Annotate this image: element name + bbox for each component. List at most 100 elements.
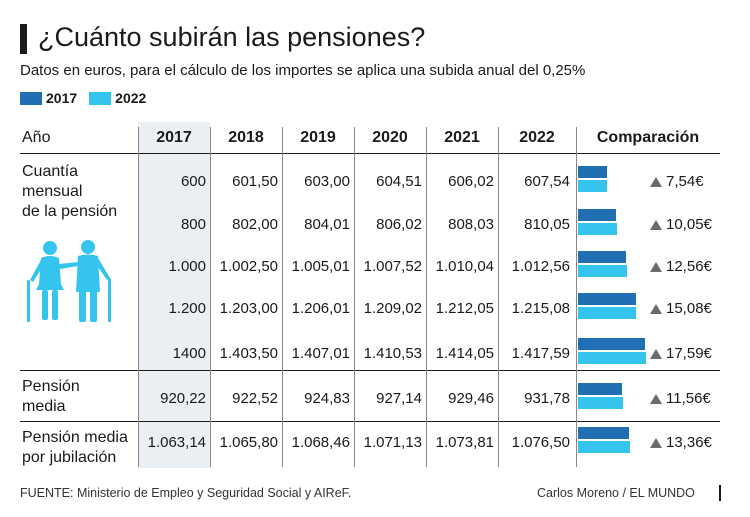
bar-2017 xyxy=(578,166,607,178)
delta-label: 13,36€ xyxy=(666,434,712,451)
bar-2017 xyxy=(578,251,626,263)
bar-2022 xyxy=(578,307,637,319)
bar-2017 xyxy=(578,293,636,305)
header-divider xyxy=(20,153,720,154)
bar-2022 xyxy=(578,352,646,364)
delta-value: 11,56€ xyxy=(650,388,711,410)
group-divider-1 xyxy=(20,370,720,371)
legend-label-2017: 2017 xyxy=(46,90,78,106)
table-cell: 924,83 xyxy=(304,390,350,407)
table-cell: 1.005,01 xyxy=(291,258,350,275)
table-cell: 600 xyxy=(180,173,206,190)
delta-label: 10,05€ xyxy=(666,216,712,233)
legend-item-2017: 2017 xyxy=(20,90,77,106)
table-cell: 810,05 xyxy=(524,216,570,233)
delta-value: 17,59€ xyxy=(650,343,712,365)
page-title: ¿Cuánto subirán las pensiones? xyxy=(38,22,426,52)
table-cell: 604,51 xyxy=(376,173,422,190)
table-cell: 804,01 xyxy=(304,216,350,233)
table-cell: 1.071,13 xyxy=(363,434,422,451)
table-cell: 1.068,46 xyxy=(291,434,350,451)
up-triangle-icon xyxy=(650,394,662,404)
delta-label: 11,56€ xyxy=(666,390,711,407)
page-subtitle: Datos en euros, para el cálculo de los i… xyxy=(20,62,586,79)
delta-label: 17,59€ xyxy=(666,345,712,362)
table-cell: 1.063,14 xyxy=(147,434,206,451)
year-header-2017: 2017 xyxy=(156,129,192,146)
table-cell: 1.002,50 xyxy=(219,258,278,275)
up-triangle-icon xyxy=(650,349,662,359)
table-cell: 920,22 xyxy=(160,390,206,407)
table-cell: 1.403,50 xyxy=(219,345,278,362)
column-divider xyxy=(426,127,427,467)
table-cell: 1400 xyxy=(172,345,206,362)
table-cell: 601,50 xyxy=(232,173,278,190)
delta-label: 15,08€ xyxy=(666,300,712,317)
credit-note: Carlos Moreno / EL MUNDO xyxy=(537,486,695,500)
table-cell: 808,03 xyxy=(448,216,494,233)
legend-swatch-2017 xyxy=(20,91,42,105)
year-header-2020: 2020 xyxy=(372,129,408,146)
comparison-header: Comparación xyxy=(596,129,700,146)
table-cell: 931,78 xyxy=(524,390,570,407)
bar-2022 xyxy=(578,441,630,453)
group-label-cuantia: Cuantía mensual de la pensión xyxy=(22,163,118,220)
table-cell: 607,54 xyxy=(524,173,570,190)
bar-2022 xyxy=(578,223,617,235)
bar-2017 xyxy=(578,427,629,439)
delta-value: 15,08€ xyxy=(650,298,712,320)
column-divider xyxy=(576,127,577,467)
table-cell: 1.076,50 xyxy=(511,434,570,451)
delta-label: 12,56€ xyxy=(666,258,712,275)
up-triangle-icon xyxy=(650,220,662,230)
table-cell: 1.200 xyxy=(168,300,206,317)
table-cell: 1.212,05 xyxy=(435,300,494,317)
table-cell: 1.417,59 xyxy=(511,345,570,362)
elderly-couple-icon xyxy=(27,240,111,322)
table-cell: 1.215,08 xyxy=(511,300,570,317)
delta-value: 12,56€ xyxy=(650,256,712,278)
up-triangle-icon xyxy=(650,177,662,187)
delta-label: 7,54€ xyxy=(666,173,704,190)
table-cell: 1.414,05 xyxy=(435,345,494,362)
table-cell: 1.206,01 xyxy=(291,300,350,317)
table-cell: 929,46 xyxy=(448,390,494,407)
table-cell: 800 xyxy=(180,216,206,233)
bar-2017 xyxy=(578,209,617,221)
row-header-label: Año xyxy=(22,129,51,146)
table-cell: 1.073,81 xyxy=(435,434,494,451)
group-label-jubilacion: Pensión media por jubilación xyxy=(22,429,128,466)
group-label-pension-media: Pensión media xyxy=(22,378,80,415)
table-cell: 1.007,52 xyxy=(363,258,422,275)
table-cell: 1.410,53 xyxy=(363,345,422,362)
credit-accent-bar xyxy=(719,485,721,501)
up-triangle-icon xyxy=(650,438,662,448)
bar-2017 xyxy=(578,338,646,350)
year-header-2021: 2021 xyxy=(444,129,480,146)
bar-2017 xyxy=(578,383,623,395)
source-note: FUENTE: Ministerio de Empleo y Seguridad… xyxy=(20,486,352,500)
column-divider xyxy=(354,127,355,467)
highlight-column-2017 xyxy=(138,122,210,468)
delta-value: 7,54€ xyxy=(650,171,704,193)
up-triangle-icon xyxy=(650,304,662,314)
legend: 2017 2022 xyxy=(20,89,158,107)
table-cell: 927,14 xyxy=(376,390,422,407)
table-cell: 1.010,04 xyxy=(435,258,494,275)
bar-2022 xyxy=(578,180,608,192)
table-cell: 603,00 xyxy=(304,173,350,190)
table-cell: 922,52 xyxy=(232,390,278,407)
column-divider xyxy=(138,127,139,467)
year-header-2019: 2019 xyxy=(300,129,336,146)
column-divider xyxy=(498,127,499,467)
table-cell: 806,02 xyxy=(376,216,422,233)
up-triangle-icon xyxy=(650,262,662,272)
table-cell: 1.012,56 xyxy=(511,258,570,275)
column-divider xyxy=(210,127,211,467)
bar-2022 xyxy=(578,397,623,409)
table-cell: 1.209,02 xyxy=(363,300,422,317)
legend-label-2022: 2022 xyxy=(115,90,147,106)
year-header-2018: 2018 xyxy=(228,129,264,146)
delta-value: 10,05€ xyxy=(650,214,712,236)
legend-item-2022: 2022 xyxy=(89,90,146,106)
